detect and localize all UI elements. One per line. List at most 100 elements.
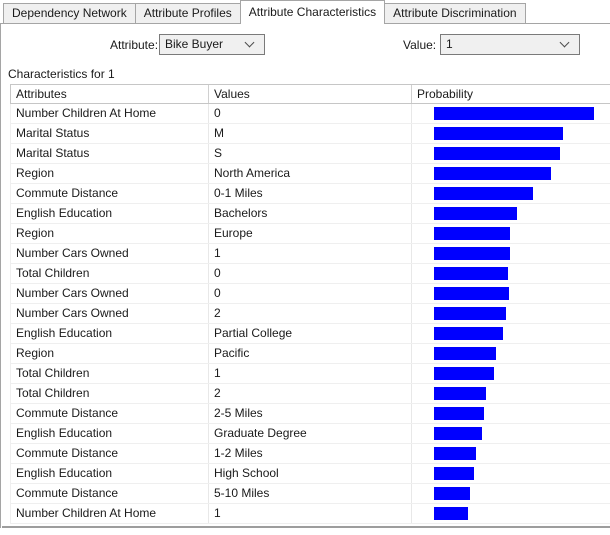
chevron-down-icon xyxy=(244,37,255,48)
characteristics-grid: Attributes Values Probability Number Chi… xyxy=(10,84,610,524)
table-row[interactable]: Commute Distance 1-2 Miles xyxy=(10,444,610,464)
attribute-cell: Number Children At Home xyxy=(11,504,209,523)
probability-bar xyxy=(434,507,468,520)
value-cell: 0 xyxy=(209,104,412,123)
probability-cell xyxy=(412,364,610,383)
chevron-down-icon xyxy=(559,37,570,48)
table-row[interactable]: English Education Partial College xyxy=(10,324,610,344)
probability-bar xyxy=(434,447,476,460)
value-cell: Europe xyxy=(209,224,412,243)
table-row[interactable]: Region Europe xyxy=(10,224,610,244)
probability-cell xyxy=(412,464,610,483)
value-cell: M xyxy=(209,124,412,143)
table-row[interactable]: Commute Distance 5-10 Miles xyxy=(10,484,610,504)
attribute-cell: Commute Distance xyxy=(11,444,209,463)
probability-bar xyxy=(434,467,474,480)
table-row[interactable]: Number Cars Owned 0 xyxy=(10,284,610,304)
probability-cell xyxy=(412,384,610,403)
probability-cell xyxy=(412,264,610,283)
value-cell: 2-5 Miles xyxy=(209,404,412,423)
probability-bar xyxy=(434,487,470,500)
table-row[interactable]: Number Cars Owned 2 xyxy=(10,304,610,324)
value-cell: Pacific xyxy=(209,344,412,363)
probability-bar xyxy=(434,387,486,400)
table-row[interactable]: Region Pacific xyxy=(10,344,610,364)
attribute-cell: Region xyxy=(11,224,209,243)
value-cell: North America xyxy=(209,164,412,183)
attribute-cell: Number Cars Owned xyxy=(11,244,209,263)
probability-cell xyxy=(412,224,610,243)
grid-header-row: Attributes Values Probability xyxy=(10,84,610,104)
probability-bar xyxy=(434,247,510,260)
section-title: Characteristics for 1 xyxy=(8,67,115,81)
attribute-cell: English Education xyxy=(11,204,209,223)
value-cell: Graduate Degree xyxy=(209,424,412,443)
value-cell: 1-2 Miles xyxy=(209,444,412,463)
table-row[interactable]: Total Children 2 xyxy=(10,384,610,404)
probability-cell xyxy=(412,344,610,363)
table-row[interactable]: English Education Bachelors xyxy=(10,204,610,224)
probability-bar xyxy=(434,127,563,140)
probability-cell xyxy=(412,484,610,503)
probability-bar xyxy=(434,147,560,160)
column-header-probability[interactable]: Probability xyxy=(417,87,474,101)
table-row[interactable]: Region North America xyxy=(10,164,610,184)
table-row[interactable]: Total Children 1 xyxy=(10,364,610,384)
value-cell: 1 xyxy=(209,504,412,523)
probability-cell xyxy=(412,144,610,163)
probability-bar xyxy=(434,187,533,200)
table-row[interactable]: Marital Status S xyxy=(10,144,610,164)
value-cell: Partial College xyxy=(209,324,412,343)
column-header-values[interactable]: Values xyxy=(209,85,412,103)
tab-attribute-characteristics[interactable]: Attribute Characteristics xyxy=(239,0,386,24)
probability-cell xyxy=(412,184,610,203)
probability-cell xyxy=(412,404,610,423)
attribute-cell: Total Children xyxy=(11,384,209,403)
probability-bar xyxy=(434,307,506,320)
column-header-attributes[interactable]: Attributes xyxy=(11,85,209,103)
table-row[interactable]: Commute Distance 0-1 Miles xyxy=(10,184,610,204)
value-cell: 2 xyxy=(209,304,412,323)
probability-cell xyxy=(412,324,610,343)
attribute-dropdown-label: Attribute: xyxy=(110,38,159,52)
table-row[interactable]: Number Children At Home 1 xyxy=(10,504,610,524)
probability-cell xyxy=(412,284,610,303)
attribute-cell: Number Children At Home xyxy=(11,104,209,123)
table-row[interactable]: Number Cars Owned 1 xyxy=(10,244,610,264)
probability-cell xyxy=(412,304,610,323)
probability-bar xyxy=(434,167,551,180)
probability-cell xyxy=(412,244,610,263)
table-row[interactable]: Marital Status M xyxy=(10,124,610,144)
probability-bar xyxy=(434,367,494,380)
probability-bar xyxy=(434,427,482,440)
table-row[interactable]: Total Children 0 xyxy=(10,264,610,284)
attribute-cell: Marital Status xyxy=(11,144,209,163)
probability-cell xyxy=(412,164,610,183)
table-row[interactable]: English Education High School xyxy=(10,464,610,484)
value-dropdown-label: Value: xyxy=(403,38,437,52)
value-cell: 0-1 Miles xyxy=(209,184,412,203)
attribute-cell: English Education xyxy=(11,424,209,443)
tab-attribute-discrimination[interactable]: Attribute Discrimination xyxy=(384,3,526,23)
value-cell: S xyxy=(209,144,412,163)
pane-bottom-edge xyxy=(2,526,610,528)
value-cell: High School xyxy=(209,464,412,483)
probability-bar xyxy=(434,107,594,120)
table-row[interactable]: Number Children At Home 0 xyxy=(10,104,610,124)
attribute-cell: Total Children xyxy=(11,364,209,383)
value-select[interactable]: 1 xyxy=(440,34,580,55)
attribute-select[interactable]: Bike Buyer xyxy=(159,34,265,55)
probability-cell xyxy=(412,204,610,223)
attribute-cell: Commute Distance xyxy=(11,184,209,203)
value-cell: 0 xyxy=(209,284,412,303)
probability-bar xyxy=(434,347,496,360)
table-row[interactable]: Commute Distance 2-5 Miles xyxy=(10,404,610,424)
value-cell: Bachelors xyxy=(209,204,412,223)
tab-attribute-profiles[interactable]: Attribute Profiles xyxy=(134,3,241,23)
probability-bar xyxy=(434,287,509,300)
probability-cell xyxy=(412,424,610,443)
tab-dependency-network[interactable]: Dependency Network xyxy=(3,3,136,23)
table-row[interactable]: English Education Graduate Degree xyxy=(10,424,610,444)
probability-cell xyxy=(412,504,610,523)
probability-bar xyxy=(434,327,503,340)
